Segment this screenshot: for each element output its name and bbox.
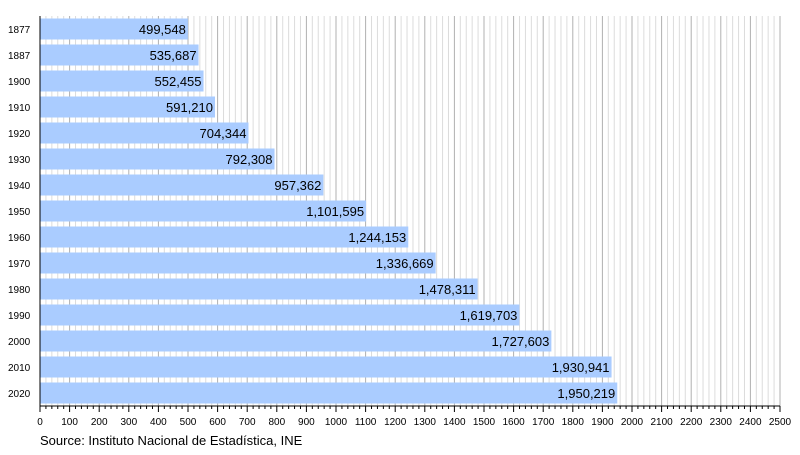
source-note: Source: Instituto Nacional de Estadístic… [40,433,303,448]
value-label-2020: 1,950,219 [557,386,615,401]
x-tick-label-2200: 2200 [680,417,703,428]
bar-1900 [40,70,204,92]
bar-1950 [40,200,367,222]
category-label-1990: 1990 [8,311,31,322]
category-label-1900: 1900 [8,77,31,88]
category-label-1980: 1980 [8,285,31,296]
category-label-2010: 2010 [8,363,31,374]
x-tick-label-1200: 1200 [384,417,407,428]
x-tick-label-2300: 2300 [710,417,733,428]
value-label-1990: 1,619,703 [460,308,518,323]
x-tick-label-100: 100 [61,417,78,428]
category-label-1920: 1920 [8,129,31,140]
bar-1980 [40,278,478,300]
category-label-1910: 1910 [8,103,31,114]
bar-1940 [40,174,324,196]
bar-1920 [40,122,249,144]
x-tick-label-1900: 1900 [591,417,614,428]
x-tick-label-1700: 1700 [532,417,555,428]
x-tick-label-1500: 1500 [473,417,496,428]
value-label-1940: 957,362 [274,178,321,193]
value-label-1900: 552,455 [155,74,202,89]
bar-1877 [40,18,188,40]
x-tick-label-500: 500 [180,417,197,428]
x-tick-label-1000: 1000 [325,417,348,428]
bar-1970 [40,252,436,274]
bar-2010 [40,356,612,378]
value-label-2000: 1,727,603 [492,334,550,349]
x-tick-label-1600: 1600 [502,417,525,428]
category-label-1970: 1970 [8,259,31,270]
x-tick-label-200: 200 [91,417,108,428]
bar-1930 [40,148,275,170]
value-label-1980: 1,478,311 [419,282,476,297]
value-label-1950: 1,101,595 [306,204,364,219]
x-tick-label-800: 800 [268,417,285,428]
value-label-1887: 535,687 [150,48,197,63]
value-label-1970: 1,336,669 [376,256,434,271]
x-tick-label-600: 600 [209,417,226,428]
category-label-2020: 2020 [8,389,31,400]
value-label-1877: 499,548 [139,22,186,37]
x-tick-label-2100: 2100 [650,417,673,428]
category-label-2000: 2000 [8,337,31,348]
x-tick-label-1800: 1800 [562,417,585,428]
x-tick-label-1100: 1100 [355,417,377,428]
category-label-1877: 1877 [8,25,31,36]
category-label-1950: 1950 [8,207,31,218]
bars: 499,548 535,687 552,455 591,210 704,344 792,3… [40,18,618,404]
x-tick-label-2400: 2400 [739,417,762,428]
x-tick-label-700: 700 [239,417,256,428]
x-tick-label-0: 0 [37,417,43,428]
axes: 1877 1887 1900 1910 1920 1930 1940 1950 1960 1970… [8,16,792,428]
value-label-1960: 1,244,153 [348,230,406,245]
x-tick-label-900: 900 [298,417,315,428]
bar-1960 [40,226,409,248]
x-tick-label-300: 300 [120,417,137,428]
bar-1990 [40,304,520,326]
x-tick-label-2500: 2500 [769,417,792,428]
category-label-1887: 1887 [8,51,31,62]
x-tick-label-1400: 1400 [443,417,466,428]
bar-2020 [40,382,618,404]
value-label-1910: 591,210 [166,100,213,115]
x-tick-label-400: 400 [150,417,167,428]
value-label-1920: 704,344 [199,126,246,141]
bar-1910 [40,96,215,118]
value-label-2010: 1,930,941 [552,360,610,375]
value-label-1930: 792,308 [226,152,273,167]
bar-1887 [40,44,199,66]
x-tick-label-2000: 2000 [621,417,644,428]
x-tick-label-1300: 1300 [414,417,437,428]
bar-2000 [40,330,552,352]
category-label-1940: 1940 [8,181,31,192]
category-label-1930: 1930 [8,155,31,166]
category-label-1960: 1960 [8,233,31,244]
